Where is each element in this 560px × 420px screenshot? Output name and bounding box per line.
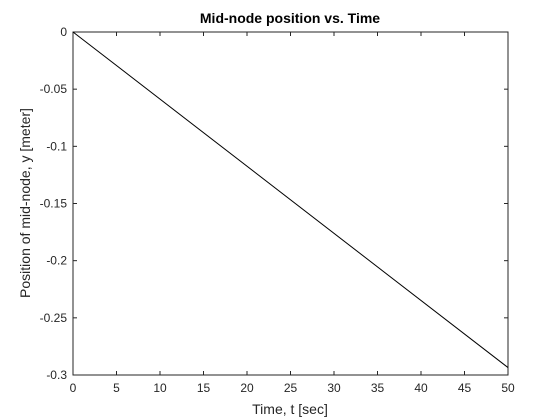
- x-tick-label: 50: [501, 381, 515, 395]
- x-tick-label: 45: [458, 381, 472, 395]
- x-tick-label: 30: [327, 381, 341, 395]
- x-tick-label: 5: [113, 381, 120, 395]
- plot-area: [72, 31, 509, 376]
- x-tick-label: 10: [153, 381, 167, 395]
- y-axis-label: Position of mid-node, y [meter]: [17, 108, 33, 298]
- x-tick-label: 40: [414, 381, 428, 395]
- y-tick-label: -0.15: [40, 197, 68, 211]
- x-tick-label: 15: [197, 381, 211, 395]
- x-tick-label: 35: [371, 381, 385, 395]
- y-axis: 0 -0.05 -0.1 -0.15 -0.2 -0.25 -0.3: [40, 25, 508, 382]
- x-tick-label: 0: [70, 381, 77, 395]
- chart-title: Mid-node position vs. Time: [200, 10, 380, 26]
- x-tick-label: 20: [240, 381, 254, 395]
- y-tick-label: -0.1: [46, 139, 67, 153]
- x-tick-label: 25: [284, 381, 298, 395]
- y-tick-label: -0.25: [40, 311, 68, 325]
- series-line: [72, 31, 509, 368]
- y-tick-label: -0.2: [46, 254, 67, 268]
- x-axis: 0 5 10 15 20 25 30 35 40 45 50: [70, 32, 515, 395]
- y-tick-label: 0: [60, 25, 67, 39]
- y-tick-label: -0.05: [40, 82, 68, 96]
- series-layer: [72, 31, 509, 368]
- x-axis-label: Time, t [sec]: [252, 401, 328, 417]
- y-tick-label: -0.3: [46, 368, 67, 382]
